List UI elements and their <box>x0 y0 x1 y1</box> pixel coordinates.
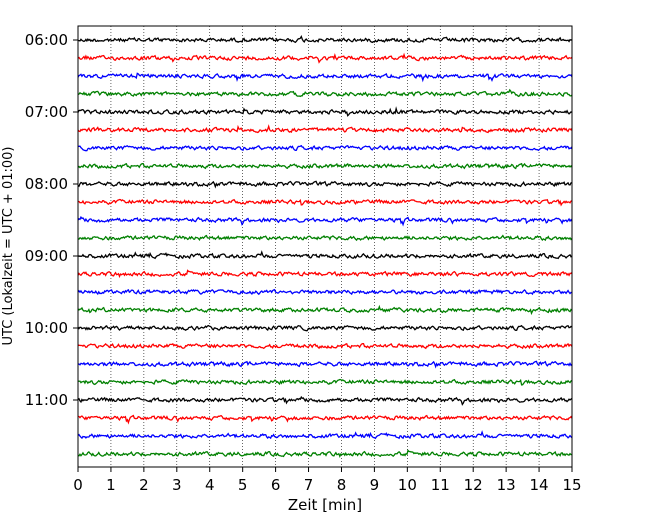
trace-3 <box>77 88 573 98</box>
trace-13 <box>77 269 573 279</box>
trace-14 <box>77 288 573 296</box>
x-tick-label-7: 7 <box>304 476 314 494</box>
x-tick-label-11: 11 <box>431 476 450 494</box>
trace-2 <box>77 72 573 83</box>
x-tick-label-1: 1 <box>106 476 116 494</box>
trace-1 <box>77 52 573 64</box>
x-tick-label-2: 2 <box>139 476 149 494</box>
y-tick-label-07:00: 07:00 <box>25 103 68 121</box>
y-tick-label-10:00: 10:00 <box>25 319 68 337</box>
y-axis-label: UTC (Lokalzeit = UTC + 01:00) <box>1 147 16 346</box>
x-tick-label-6: 6 <box>271 476 281 494</box>
trace-0 <box>77 35 573 44</box>
x-tick-label-5: 5 <box>238 476 248 494</box>
trace-6 <box>77 144 573 152</box>
trace-4 <box>77 106 573 117</box>
trace-21 <box>78 414 573 425</box>
x-tick-label-9: 9 <box>370 476 380 494</box>
x-tick-label-8: 8 <box>337 476 347 494</box>
y-tick-label-06:00: 06:00 <box>25 31 68 49</box>
plot-area <box>78 26 572 467</box>
y-axis: 06:00 07:00 08:00 09:00 10:00 11:00 <box>25 31 78 409</box>
plot-frame <box>77 25 573 468</box>
x-axis: 0 1 2 3 4 5 6 7 8 9 10 11 12 13 14 15 <box>73 467 582 494</box>
trace-18 <box>77 360 573 369</box>
x-tick-label-3: 3 <box>172 476 182 494</box>
trace-20 <box>77 395 573 406</box>
trace-17 <box>77 342 573 350</box>
trace-9 <box>77 198 573 207</box>
trace-10 <box>77 215 573 227</box>
trace-12 <box>77 250 573 260</box>
trace-8 <box>77 180 573 189</box>
x-tick-label-0: 0 <box>73 476 83 494</box>
x-tick-label-14: 14 <box>530 476 549 494</box>
x-tick-label-15: 15 <box>562 476 581 494</box>
y-tick-label-11:00: 11:00 <box>25 391 68 409</box>
trace-19 <box>77 378 573 386</box>
trace-23 <box>77 449 573 459</box>
y-tick-label-08:00: 08:00 <box>25 175 68 193</box>
x-tick-label-12: 12 <box>464 476 483 494</box>
x-tick-label-10: 10 <box>398 476 417 494</box>
trace-5 <box>77 124 573 134</box>
trace-11 <box>77 234 573 242</box>
trace-16 <box>77 324 573 332</box>
traces <box>77 35 573 459</box>
x-tick-label-4: 4 <box>205 476 215 494</box>
trace-22 <box>77 430 573 440</box>
trace-7 <box>77 162 573 170</box>
trace-15 <box>77 304 573 316</box>
x-axis-label: Zeit [min] <box>288 496 362 514</box>
y-tick-label-09:00: 09:00 <box>25 247 68 265</box>
x-tick-label-13: 13 <box>497 476 516 494</box>
